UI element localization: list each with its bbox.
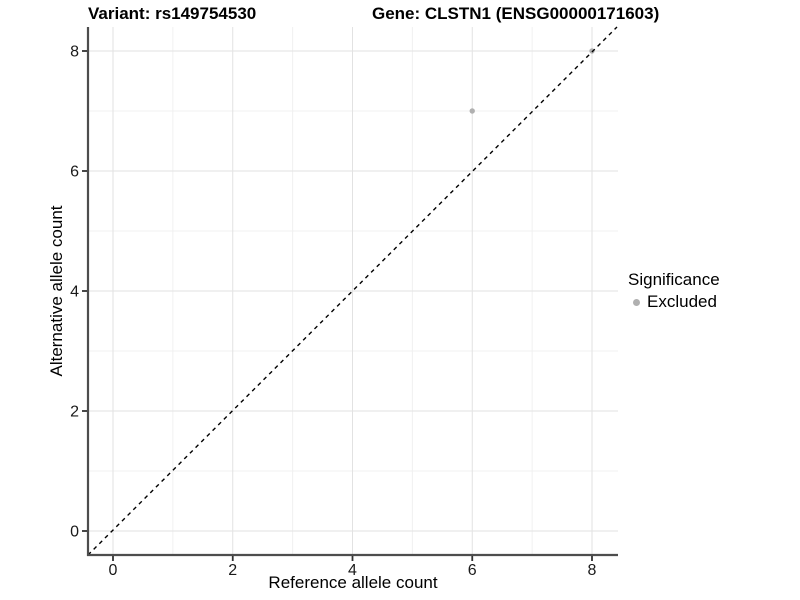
y-tick-label: 2 bbox=[70, 404, 79, 421]
excluded-point-icon bbox=[633, 298, 640, 306]
x-axis-label: Reference allele count bbox=[268, 573, 438, 592]
y-tick-label: 0 bbox=[70, 524, 79, 541]
x-tick-label: 8 bbox=[588, 562, 597, 579]
x-tick-label: 4 bbox=[348, 562, 357, 579]
data-point-excluded bbox=[469, 108, 475, 114]
x-tick-label: 6 bbox=[468, 562, 477, 579]
y-tick-label: 4 bbox=[70, 284, 79, 301]
x-tick-label: 2 bbox=[228, 562, 237, 579]
x-tick-label: 0 bbox=[109, 562, 118, 579]
y-tick-label: 6 bbox=[70, 164, 79, 181]
legend: Significance Excluded bbox=[628, 270, 720, 312]
plot-title-gene: Gene: CLSTN1 (ENSG00000171603) bbox=[372, 4, 660, 23]
legend-item-excluded: Excluded bbox=[628, 291, 720, 312]
y-tick-label: 8 bbox=[70, 44, 79, 61]
plot-title-variant: Variant: rs149754530 bbox=[88, 4, 257, 23]
legend-item-label: Excluded bbox=[647, 291, 717, 311]
legend-title: Significance bbox=[628, 270, 720, 289]
y-axis-label: Alternative allele count bbox=[47, 205, 66, 377]
